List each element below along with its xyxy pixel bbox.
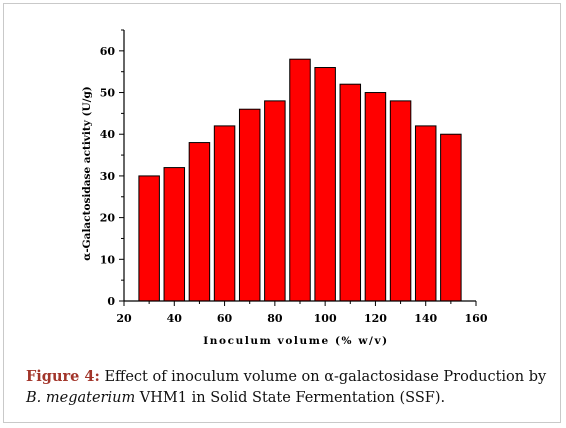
x-tick-label-20: 20 — [116, 312, 132, 325]
x-axis-title: Inoculum volume (% w/v) — [203, 335, 388, 347]
bar-120 — [364, 92, 387, 302]
bar-50 — [188, 142, 211, 302]
bar-80 — [264, 100, 286, 302]
caption-text-a: Effect of inoculum volume on α-galactosi… — [99, 369, 547, 385]
y-tick-label-60: 60 — [100, 45, 116, 58]
x-tick-label-100: 100 — [314, 312, 337, 325]
x-tick-label-120: 120 — [364, 312, 387, 325]
bar-40 — [163, 167, 186, 302]
y-axis-title: α-Galactosidase activity (U/g) — [81, 86, 93, 261]
x-tick-label-140: 140 — [414, 312, 437, 325]
labels-group: 0 10 20 30 40 50 60 20 40 60 80 100 120 140 160 Inoculu… — [81, 45, 488, 347]
x-tick-label-80: 80 — [267, 312, 283, 325]
bar-60 — [213, 125, 236, 302]
y-tick-label-0: 0 — [107, 295, 115, 308]
axes-group — [119, 29, 477, 306]
bars-group — [138, 58, 462, 302]
bar-90 — [289, 58, 311, 302]
bar-110 — [339, 83, 362, 302]
y-tick-label-20: 20 — [100, 212, 116, 225]
y-tick-label-30: 30 — [100, 170, 116, 183]
caption-text-b: VHM1 in Solid State Fermentation (SSF). — [135, 390, 446, 406]
bar-70 — [238, 108, 261, 302]
bar-140 — [414, 125, 437, 302]
bar-130 — [389, 100, 412, 302]
y-tick-label-50: 50 — [100, 87, 116, 100]
bar-30 — [138, 175, 160, 302]
bar-150 — [440, 133, 462, 302]
x-tick-label-160: 160 — [465, 312, 488, 325]
y-tick-label-40: 40 — [100, 128, 116, 141]
x-tick-label-60: 60 — [217, 312, 233, 325]
caption-label: Figure 4: — [26, 368, 100, 385]
bar-100 — [314, 67, 336, 302]
figure-caption: Figure 4: Effect of inoculum volume on α… — [26, 366, 556, 409]
x-tick-label-40: 40 — [167, 312, 183, 325]
caption-organism: B. megaterium — [26, 390, 136, 406]
y-tick-label-10: 10 — [100, 253, 116, 266]
